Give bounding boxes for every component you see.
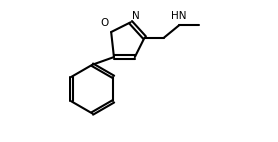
- Text: N: N: [132, 11, 139, 21]
- Text: HN: HN: [171, 11, 187, 21]
- Text: O: O: [101, 18, 109, 28]
